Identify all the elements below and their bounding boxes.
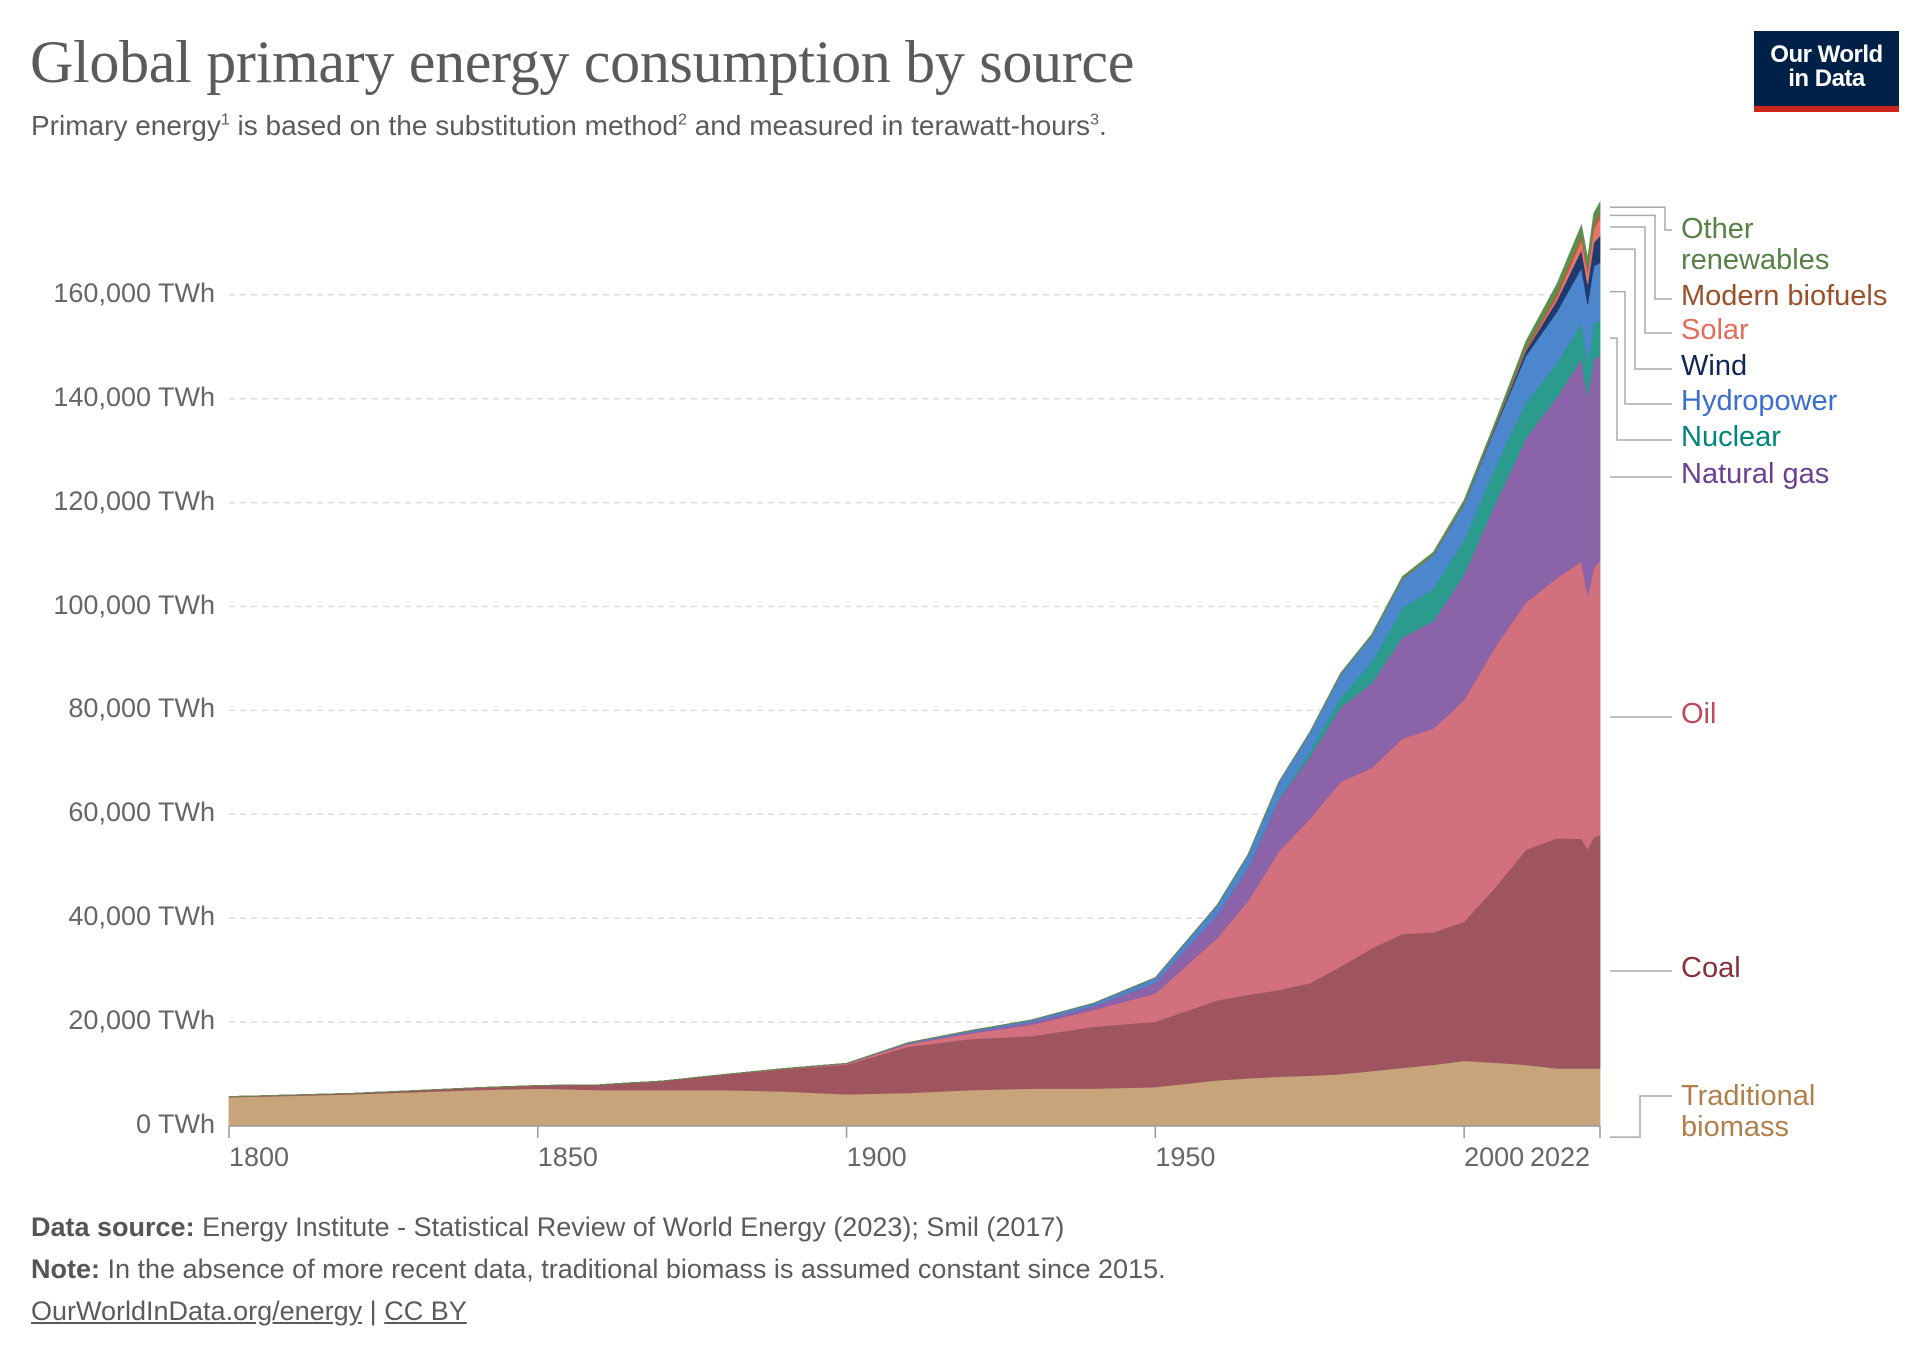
x-tick-label: 2000 xyxy=(1464,1142,1525,1172)
y-tick-label: 120,000 TWh xyxy=(53,485,215,516)
subtitle-text: is based on the substitution method xyxy=(229,110,679,141)
area-other-renewables xyxy=(228,200,1601,1098)
x-tick-label: 2022 xyxy=(1530,1142,1591,1172)
leader-line xyxy=(1610,226,1672,334)
leader-line xyxy=(1610,1095,1672,1138)
y-tick-label: 0 TWh xyxy=(135,1109,215,1139)
legend-label-oil[interactable]: Oil xyxy=(1681,698,1717,730)
source-label: Data source: xyxy=(31,1212,195,1242)
legend-label-nuclear[interactable]: Nuclear xyxy=(1681,421,1781,453)
leader-line xyxy=(1610,290,1672,405)
leader-line xyxy=(1610,248,1672,370)
x-tick-label: 1850 xyxy=(537,1142,598,1172)
y-tick-label: 160,000 TWh xyxy=(53,277,215,308)
y-tick-label: 100,000 TWh xyxy=(53,589,215,620)
footnote-2[interactable]: 2 xyxy=(678,111,687,129)
legend-label-wind[interactable]: Wind xyxy=(1681,350,1748,382)
legend-label-modern-biofuels[interactable]: Modern biofuels xyxy=(1681,280,1888,312)
footer-links: OurWorldInData.org/energy | CC BY xyxy=(31,1296,467,1327)
note: Note: In the absence of more recent data… xyxy=(31,1254,1166,1285)
note-text: In the absence of more recent data, trad… xyxy=(100,1254,1166,1284)
x-tick-label: 1800 xyxy=(229,1142,290,1172)
footnote-1[interactable]: 1 xyxy=(220,111,230,129)
subtitle-text: and measured in terawatt-hours xyxy=(686,110,1091,141)
y-tick-label: 80,000 TWh xyxy=(68,693,215,724)
logo-line: in Data xyxy=(1788,65,1865,92)
footnote-3[interactable]: 3 xyxy=(1090,111,1099,129)
note-label: Note: xyxy=(31,1254,100,1284)
data-source: Data source: Energy Institute - Statisti… xyxy=(31,1212,1064,1243)
owid-logo[interactable]: Our World in Data xyxy=(1754,31,1899,112)
leader-line xyxy=(1610,214,1672,300)
source-text: Energy Institute - Statistical Review of… xyxy=(194,1212,1065,1242)
chart-title: Global primary energy consumption by sou… xyxy=(30,29,1135,95)
y-tick-label: 40,000 TWh xyxy=(68,901,215,932)
legend-label-hydropower[interactable]: Hydropower xyxy=(1681,385,1838,417)
y-tick-label: 140,000 TWh xyxy=(53,381,215,412)
y-tick-label: 20,000 TWh xyxy=(68,1005,215,1036)
legend-label-traditional-biomass[interactable]: Traditional biomass xyxy=(1681,1080,1816,1143)
subtitle-text: . xyxy=(1098,110,1107,141)
y-tick-label: 60,000 TWh xyxy=(68,797,215,828)
license-link[interactable]: CC BY xyxy=(384,1296,467,1326)
leader-line xyxy=(1610,206,1672,231)
legend-label-solar[interactable]: Solar xyxy=(1681,314,1749,346)
logo-line: Our World xyxy=(1770,41,1883,68)
separator: | xyxy=(362,1296,385,1326)
legend-label-natural-gas[interactable]: Natural gas xyxy=(1681,458,1830,490)
legend-label-other-renewables[interactable]: Other renewables xyxy=(1681,213,1830,276)
leader-line xyxy=(1610,337,1672,441)
owid-energy-link[interactable]: OurWorldInData.org/energy xyxy=(31,1296,363,1326)
subtitle-text: Primary energy xyxy=(31,110,221,141)
legend-label-coal[interactable]: Coal xyxy=(1681,952,1741,984)
chart-subtitle: Primary energy1 is based on the substitu… xyxy=(31,110,1107,142)
x-tick-label: 1900 xyxy=(846,1142,907,1172)
x-tick-label: 1950 xyxy=(1155,1142,1216,1172)
